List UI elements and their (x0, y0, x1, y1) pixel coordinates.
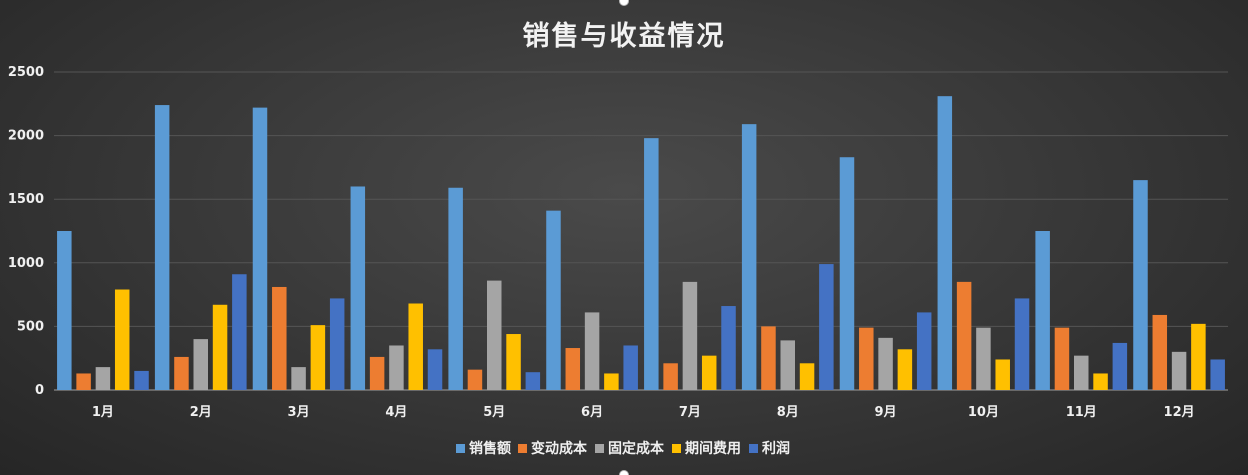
bar-1-2[interactable] (154, 105, 170, 391)
bar-1-8[interactable] (741, 124, 757, 390)
bar-3-3[interactable] (291, 367, 306, 390)
legend-swatch[interactable] (595, 444, 604, 453)
bar-5-2[interactable] (232, 274, 247, 390)
resize-handle-bottom[interactable] (619, 470, 629, 475)
bar-2-8[interactable] (761, 326, 776, 390)
bar-2-4[interactable] (369, 356, 385, 390)
bar-1-1[interactable] (57, 231, 72, 390)
bar-2-3[interactable] (272, 286, 287, 390)
bar-2-5[interactable] (467, 369, 483, 390)
y-tick-label: 2500 (8, 65, 44, 80)
chart-title: 销售与收益情况 (522, 21, 726, 52)
bar-3-5[interactable] (487, 280, 502, 390)
bar-1-4[interactable] (350, 186, 366, 390)
bar-3-12[interactable] (1171, 351, 1187, 390)
bar-4-6[interactable] (604, 373, 619, 390)
bar-3-1[interactable] (95, 367, 111, 390)
y-tick-label: 1500 (8, 192, 44, 207)
bar-4-5[interactable] (506, 334, 521, 390)
bar-4-2[interactable] (212, 304, 228, 390)
x-tick-label: 11月 (1066, 405, 1097, 420)
x-tick-label: 7月 (679, 405, 701, 420)
bar-2-7[interactable] (663, 363, 678, 390)
bar-1-6[interactable] (546, 210, 561, 390)
bar-1-10[interactable] (937, 96, 953, 390)
legend-label[interactable]: 变动成本 (531, 440, 588, 457)
bar-1-7[interactable] (644, 138, 659, 390)
bar-4-3[interactable] (310, 325, 326, 390)
bar-3-11[interactable] (1074, 355, 1089, 390)
bar-2-11[interactable] (1054, 327, 1070, 390)
x-tick-label: 5月 (483, 405, 505, 420)
bar-5-4[interactable] (427, 349, 443, 390)
bar-5-6[interactable] (623, 345, 638, 390)
bar-1-5[interactable] (448, 187, 463, 390)
bar-5-8[interactable] (819, 264, 834, 390)
y-tick-label: 0 (35, 383, 44, 398)
bar-3-10[interactable] (976, 327, 991, 390)
x-tick-label: 1月 (92, 405, 114, 420)
y-tick-label: 2000 (8, 129, 44, 144)
legend-swatch[interactable] (672, 444, 681, 453)
bar-4-4[interactable] (408, 303, 423, 390)
legend-label[interactable]: 期间费用 (685, 440, 741, 457)
x-tick-label: 9月 (875, 405, 897, 420)
y-tick-label: 1000 (8, 256, 44, 271)
x-tick-label: 8月 (777, 405, 799, 420)
bar-4-1[interactable] (114, 289, 130, 390)
bar-2-2[interactable] (174, 356, 189, 390)
legend-label[interactable]: 固定成本 (608, 440, 665, 457)
y-tick-label: 500 (17, 319, 44, 334)
x-tick-label: 10月 (968, 405, 999, 420)
x-tick-label: 12月 (1164, 405, 1195, 420)
bar-3-2[interactable] (193, 339, 209, 390)
bar-5-10[interactable] (1014, 298, 1030, 390)
bar-3-6[interactable] (584, 312, 600, 390)
bar-4-7[interactable] (701, 355, 717, 390)
bar-1-11[interactable] (1035, 231, 1050, 390)
bar-3-8[interactable] (780, 340, 796, 390)
bar-3-4[interactable] (389, 345, 404, 390)
legend-swatch[interactable] (456, 444, 465, 453)
bar-3-9[interactable] (878, 337, 893, 390)
x-tick-label: 6月 (581, 405, 603, 420)
bar-1-3[interactable] (252, 107, 268, 390)
bar-2-6[interactable] (565, 348, 581, 390)
bar-5-5[interactable] (525, 372, 541, 390)
bar-5-7[interactable] (721, 306, 736, 390)
x-tick-label: 3月 (288, 405, 310, 420)
bar-4-8[interactable] (799, 363, 815, 390)
bar-2-12[interactable] (1152, 314, 1168, 390)
bar-2-10[interactable] (956, 281, 972, 390)
bar-3-7[interactable] (682, 281, 698, 390)
bar-1-12[interactable] (1133, 180, 1148, 390)
x-tick-label: 2月 (190, 405, 212, 420)
x-tick-label: 4月 (385, 405, 407, 420)
bar-2-9[interactable] (859, 327, 874, 390)
bar-2-1[interactable] (76, 373, 91, 390)
bar-4-10[interactable] (995, 359, 1010, 390)
bar-1-9[interactable] (839, 157, 855, 390)
bar-4-9[interactable] (897, 349, 913, 390)
bar-5-11[interactable] (1112, 342, 1128, 390)
legend-label[interactable]: 利润 (762, 440, 790, 457)
bar-5-3[interactable] (329, 298, 345, 390)
resize-handle-top[interactable] (619, 0, 629, 6)
legend-swatch[interactable] (749, 444, 758, 453)
bar-5-1[interactable] (134, 370, 149, 390)
bar-5-9[interactable] (916, 312, 932, 390)
legend-swatch[interactable] (518, 444, 527, 453)
bar-4-11[interactable] (1093, 373, 1108, 390)
bar-4-12[interactable] (1191, 323, 1206, 390)
bar-5-12[interactable] (1210, 359, 1225, 390)
legend-label[interactable]: 销售额 (469, 440, 511, 457)
